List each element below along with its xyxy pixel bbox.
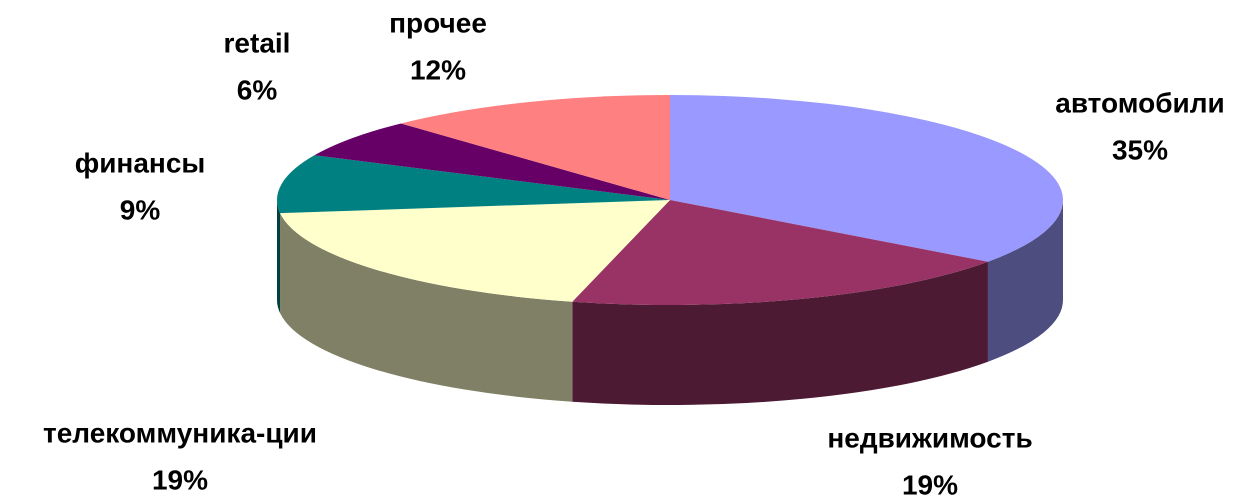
slice-side — [277, 200, 281, 314]
slice — [276, 155, 670, 214]
slice — [670, 95, 1063, 262]
slice — [400, 95, 670, 200]
value-label: 19% — [152, 464, 208, 495]
value-label: 12% — [410, 54, 466, 85]
slice-label: финансы — [75, 147, 206, 178]
slice — [572, 200, 988, 305]
value-label: 19% — [902, 469, 958, 499]
value-label: 6% — [237, 74, 278, 105]
value-label: 9% — [120, 194, 161, 225]
slice-side — [572, 261, 988, 405]
slice-label: недвижимость — [827, 422, 1032, 453]
slice-label: телекоммуника-ции — [43, 417, 317, 448]
slice — [280, 200, 670, 302]
slice-side — [280, 213, 573, 402]
slice-side — [987, 200, 1063, 362]
slice-label: прочее — [389, 7, 487, 38]
value-label: 35% — [1112, 134, 1168, 165]
slice-label: retail — [224, 27, 291, 58]
slice — [314, 123, 670, 200]
slice-label: автомобили — [1055, 87, 1224, 118]
